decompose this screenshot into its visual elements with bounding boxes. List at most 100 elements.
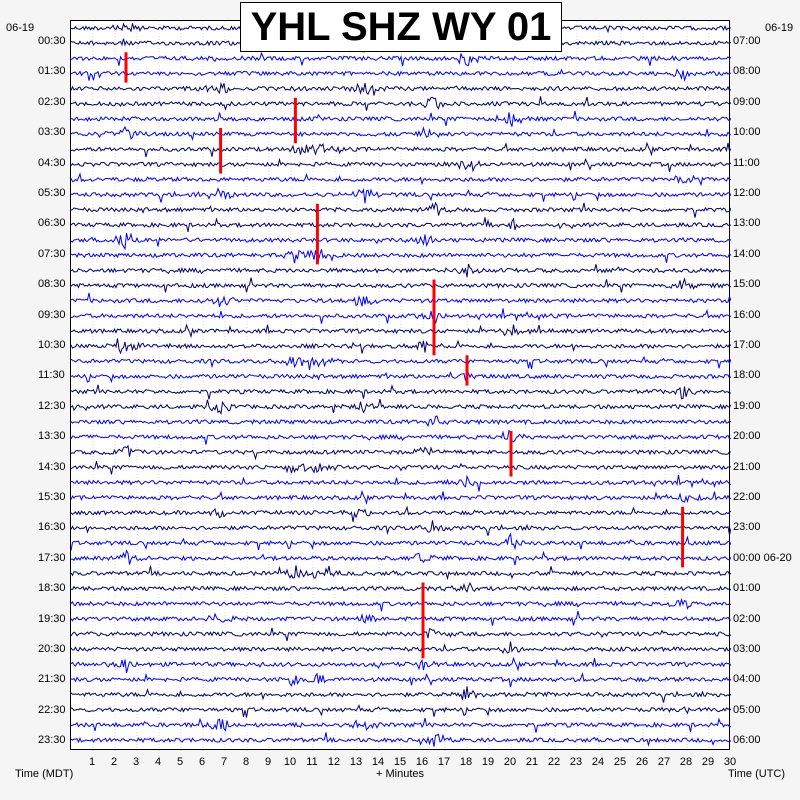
clip-marker — [681, 506, 685, 568]
x-tick-label: 12 — [327, 756, 341, 768]
x-tick-label: 27 — [657, 756, 671, 768]
right-time-label: 06:00 — [733, 734, 761, 747]
x-tick-label: 17 — [437, 756, 451, 768]
x-tick-label: 26 — [635, 756, 649, 768]
x-tick-label: 11 — [306, 756, 318, 768]
seismic-trace — [71, 249, 731, 264]
seismic-trace — [71, 263, 731, 278]
x-tick-label: 30 — [723, 756, 737, 768]
right-time-label: 03:00 — [733, 643, 761, 655]
seismic-trace — [71, 232, 731, 251]
right-time-label: 19:00 — [733, 399, 761, 412]
seismic-trace — [71, 323, 731, 339]
clip-marker — [315, 203, 319, 265]
seismic-trace — [71, 520, 731, 536]
seismic-trace — [71, 96, 731, 111]
seismic-trace — [71, 217, 731, 233]
x-tick-label: 7 — [220, 756, 228, 768]
right-time-label: 15:00 — [733, 278, 761, 291]
x-tick-label: 18 — [459, 756, 473, 768]
left-time-label: 06:30 — [38, 217, 66, 230]
left-time-label: 05:30 — [38, 187, 66, 199]
seismic-trace — [71, 187, 731, 204]
seismic-trace — [71, 656, 731, 674]
seismic-trace — [71, 672, 731, 688]
right-time-label: 10:00 — [733, 126, 761, 139]
x-tick-label: 24 — [591, 756, 605, 768]
seismic-trace — [71, 461, 731, 475]
left-time-label: 17:30 — [38, 551, 66, 564]
right-time-label: 04:00 — [733, 673, 761, 686]
x-tick-label: 3 — [132, 756, 140, 768]
left-axis-label: Time (MDT) — [15, 768, 74, 780]
right-time-label: 01:00 — [733, 582, 761, 595]
seismic-trace — [71, 292, 731, 307]
seismic-trace — [71, 398, 731, 416]
seismic-trace — [71, 444, 731, 461]
left-time-label: 03:30 — [38, 126, 66, 139]
left-time-label: 02:30 — [38, 95, 66, 108]
right-time-label: 05:00 — [733, 703, 761, 716]
right-time-label: 23:00 — [733, 521, 761, 534]
x-tick-label: 8 — [242, 756, 250, 768]
right-time-label: 12:00 — [733, 187, 761, 199]
right-time-label: 14:00 — [733, 247, 761, 260]
seismic-trace — [71, 370, 731, 384]
x-tick-label: 20 — [503, 756, 517, 768]
right-time-label: 22:00 — [733, 491, 761, 503]
x-tick-label: 15 — [393, 756, 407, 768]
right-time-label: 21:00 — [733, 460, 761, 473]
clip-marker — [432, 279, 436, 356]
seismic-trace — [71, 201, 731, 218]
seismic-trace — [71, 505, 731, 522]
seismic-trace — [71, 489, 731, 506]
left-time-label: 07:30 — [38, 247, 66, 260]
right-date-label: 06-19 — [765, 22, 794, 34]
seismic-trace — [71, 686, 731, 703]
left-time-label: 20:30 — [38, 643, 66, 655]
seismic-trace — [71, 308, 731, 324]
left-time-label: 23:30 — [38, 734, 66, 747]
left-time-label: 09:30 — [38, 308, 66, 321]
x-tick-label: 6 — [198, 756, 206, 768]
x-tick-label: 1 — [88, 756, 96, 768]
seismic-trace — [71, 549, 731, 566]
left-time-label: 10:30 — [38, 339, 66, 351]
right-time-label: 16:00 — [733, 308, 761, 321]
seismic-trace — [71, 704, 731, 718]
seismic-trace — [71, 565, 731, 581]
left-time-label: 16:30 — [38, 521, 66, 534]
left-date-label: 06-19 — [6, 22, 35, 34]
seismic-trace — [71, 355, 731, 371]
clip-marker — [124, 52, 128, 83]
left-time-label: 01:30 — [38, 65, 66, 78]
left-time-label: 11:30 — [38, 369, 65, 382]
clip-marker — [293, 97, 297, 144]
left-time-label: 15:30 — [38, 491, 66, 503]
seismic-trace — [71, 641, 731, 655]
seismic-trace — [71, 338, 731, 355]
seismic-trace — [71, 532, 731, 551]
right-time-label: 00:00 06-20 — [733, 551, 792, 564]
right-time-label: 11:00 — [733, 156, 760, 169]
right-time-label: 20:00 — [733, 430, 761, 443]
seismic-trace — [71, 732, 731, 747]
x-tick-label: 29 — [701, 756, 715, 768]
left-time-label: 21:30 — [38, 673, 66, 686]
chart-title: YHL SHZ WY 01 — [240, 2, 562, 52]
x-tick-label: 9 — [264, 756, 272, 768]
plot-area — [70, 20, 731, 751]
left-time-label: 19:30 — [38, 612, 66, 625]
left-time-label: 08:30 — [38, 278, 66, 291]
clip-marker — [509, 431, 513, 477]
seismic-trace — [71, 68, 731, 83]
seismic-trace — [71, 110, 731, 127]
seismic-trace — [71, 717, 731, 733]
left-time-label: 18:30 — [38, 582, 66, 595]
seismic-trace — [71, 610, 731, 626]
seismic-trace — [71, 415, 731, 428]
left-time-label: 22:30 — [38, 703, 66, 716]
x-tick-label: 14 — [371, 756, 385, 768]
seismic-trace — [71, 81, 731, 96]
left-time-label: 14:30 — [38, 460, 66, 473]
